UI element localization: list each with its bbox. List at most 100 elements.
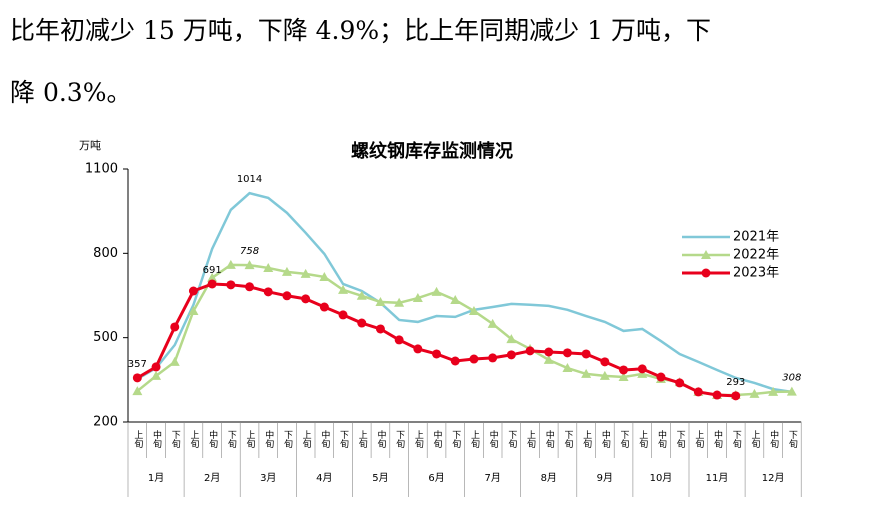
x-tick-label: 下旬: [394, 430, 405, 449]
point: [581, 349, 591, 359]
point: [225, 259, 236, 269]
x-tick-label: 中旬: [656, 429, 667, 449]
x-tick-label: 中旬: [319, 429, 330, 449]
point: [151, 370, 162, 380]
x-tick-label: 中旬: [544, 429, 555, 449]
x-tick-label: 下旬: [506, 430, 516, 449]
point: [450, 294, 461, 304]
legend-label: 2021年: [733, 230, 779, 245]
y-tick-label: 800: [93, 246, 118, 261]
document-text: 比年初减少 15 万吨，下降 4.9%；比上年同期减少 1 万吨，下 降 0.3…: [10, 0, 875, 124]
point: [207, 272, 218, 282]
chart-title: 螺纹钢库存监测情况: [351, 140, 513, 162]
point: [394, 335, 404, 345]
x-tick-label: 中旬: [488, 429, 499, 449]
point: [525, 346, 535, 356]
x-tick-label: 下旬: [338, 430, 349, 449]
point: [619, 365, 629, 375]
x-tick-label: 中旬: [768, 429, 779, 449]
x-tick-label: 上旬: [245, 430, 256, 449]
point: [357, 318, 367, 328]
x-tick-label: 下旬: [787, 430, 798, 449]
x-tick-label: 上旬: [581, 430, 592, 449]
point: [488, 353, 498, 363]
point: [731, 391, 741, 401]
point: [263, 262, 274, 272]
legend-marker: [701, 250, 711, 259]
point: [600, 357, 610, 367]
x-tick-label: 上旬: [413, 430, 424, 449]
point: [506, 350, 516, 360]
point: [487, 318, 498, 328]
point: [786, 386, 797, 396]
point: [338, 284, 349, 294]
point: [412, 293, 423, 303]
x-tick-label: 中旬: [432, 429, 443, 449]
point: [245, 282, 255, 292]
point: [413, 344, 423, 354]
x-tick-label: 上旬: [749, 430, 760, 449]
point: [319, 302, 329, 312]
point: [432, 349, 442, 359]
point: [188, 305, 199, 315]
point: [375, 296, 386, 306]
point: [132, 373, 142, 383]
legend-marker: [701, 268, 711, 278]
x-tick-label: 中旬: [600, 429, 611, 449]
x-tick-label: 下旬: [731, 430, 742, 449]
point: [562, 363, 573, 373]
x-tick-label: 下旬: [619, 430, 630, 449]
data-label: 293: [726, 377, 745, 388]
month-label: 4月: [316, 472, 332, 484]
x-tick-label: 下旬: [226, 430, 237, 449]
month-label: 3月: [260, 472, 276, 484]
y-tick-label: 500: [93, 330, 118, 345]
point: [394, 297, 405, 307]
series-line: [136, 282, 736, 398]
paragraph-line: 降 0.3%。: [10, 78, 132, 107]
x-tick-label: 上旬: [188, 430, 199, 449]
point: [301, 294, 311, 304]
series-line: [136, 191, 793, 394]
point: [169, 356, 180, 366]
data-label: 1014: [237, 174, 262, 185]
point: [675, 378, 685, 388]
point: [637, 364, 647, 374]
legend-label: 2023年: [733, 266, 779, 281]
x-tick-label: 上旬: [357, 430, 368, 449]
x-tick-label: 下旬: [450, 430, 461, 449]
month-label: 9月: [597, 472, 613, 484]
y-tick-label: 200: [93, 415, 118, 430]
point: [562, 348, 572, 358]
x-tick-label: 中旬: [151, 429, 162, 449]
point: [543, 354, 554, 364]
point: [450, 356, 460, 366]
month-label: 5月: [372, 472, 388, 484]
data-label: 357: [128, 359, 147, 370]
y-axis-label: 万吨: [79, 139, 101, 152]
point: [170, 322, 180, 332]
point: [300, 268, 311, 278]
x-tick-label: 下旬: [282, 430, 293, 449]
point: [599, 370, 610, 380]
x-tick-label: 下旬: [170, 430, 181, 449]
point: [468, 305, 479, 315]
x-tick-label: 中旬: [263, 429, 274, 449]
month-label: 8月: [541, 472, 557, 484]
point: [338, 310, 348, 320]
point: [506, 334, 517, 344]
x-tick-label: 上旬: [469, 430, 480, 449]
x-tick-label: 上旬: [693, 430, 704, 449]
month-label: 2月: [204, 472, 220, 484]
point: [544, 347, 554, 357]
data-label: 758: [240, 246, 259, 257]
x-tick-label: 上旬: [525, 430, 536, 449]
point: [132, 386, 143, 396]
point: [244, 260, 255, 270]
x-tick-label: 下旬: [675, 430, 686, 449]
month-label: 12月: [762, 472, 785, 484]
point: [356, 290, 367, 300]
y-tick-label: 1100: [85, 162, 118, 177]
